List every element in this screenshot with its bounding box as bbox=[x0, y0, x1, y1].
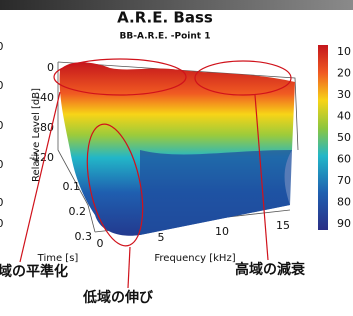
time-tick: 0.2 bbox=[69, 205, 87, 218]
surface-shade bbox=[140, 150, 292, 235]
colorbar-tick: 60 bbox=[337, 153, 351, 166]
title: A.R.E. Bass bbox=[117, 9, 213, 27]
freq-tick: 5 bbox=[158, 231, 165, 244]
colorbar-tick: 20 bbox=[337, 67, 351, 80]
colorbar-ticks: 10 20 30 40 50 60 70 80 90 bbox=[337, 45, 351, 230]
colorbar-tick: 50 bbox=[337, 131, 351, 144]
subtitle: BB-A.R.E. -Point 1 bbox=[120, 32, 211, 42]
colorbar-tick: 40 bbox=[337, 110, 351, 123]
freq-tick: 15 bbox=[276, 219, 290, 232]
colorbar-tick: 30 bbox=[337, 88, 351, 101]
time-tick: 0.1 bbox=[63, 180, 81, 193]
level-label: Relative Level [dB] bbox=[31, 88, 42, 182]
cut-label: 0 bbox=[0, 158, 4, 171]
freq-tick: 0 bbox=[97, 237, 104, 250]
annotation-low: 低域の伸び bbox=[82, 289, 154, 306]
freq-tick: 10 bbox=[215, 225, 229, 238]
colorbar-tick: 70 bbox=[337, 174, 351, 187]
cut-label: 0 bbox=[0, 217, 4, 230]
time-label: Time [s] bbox=[37, 253, 79, 264]
freq-label: Frequency [kHz] bbox=[154, 253, 235, 264]
cut-label: 0 bbox=[0, 40, 4, 53]
colorbar bbox=[318, 45, 328, 230]
left-cut-labels: 0 0 0 0 0 0 bbox=[0, 40, 4, 230]
colorbar-tick: 90 bbox=[337, 217, 351, 230]
cut-label: 0 bbox=[0, 196, 4, 209]
colorbar-tick: 10 bbox=[337, 45, 351, 58]
colorbar-tick: 80 bbox=[337, 196, 351, 209]
time-tick: 0.3 bbox=[75, 230, 93, 243]
cut-label: 0 bbox=[0, 119, 4, 132]
level-tick: 0 bbox=[47, 61, 54, 74]
annotation-left: 域の平準化 bbox=[0, 263, 68, 280]
screenshot: 000000 A.R.E. Bass BB-A.R.E. -Point 1 0-… bbox=[0, 0, 353, 316]
cut-label: 0 bbox=[0, 79, 4, 92]
annotation-high: 高域の減衰 bbox=[235, 261, 306, 278]
